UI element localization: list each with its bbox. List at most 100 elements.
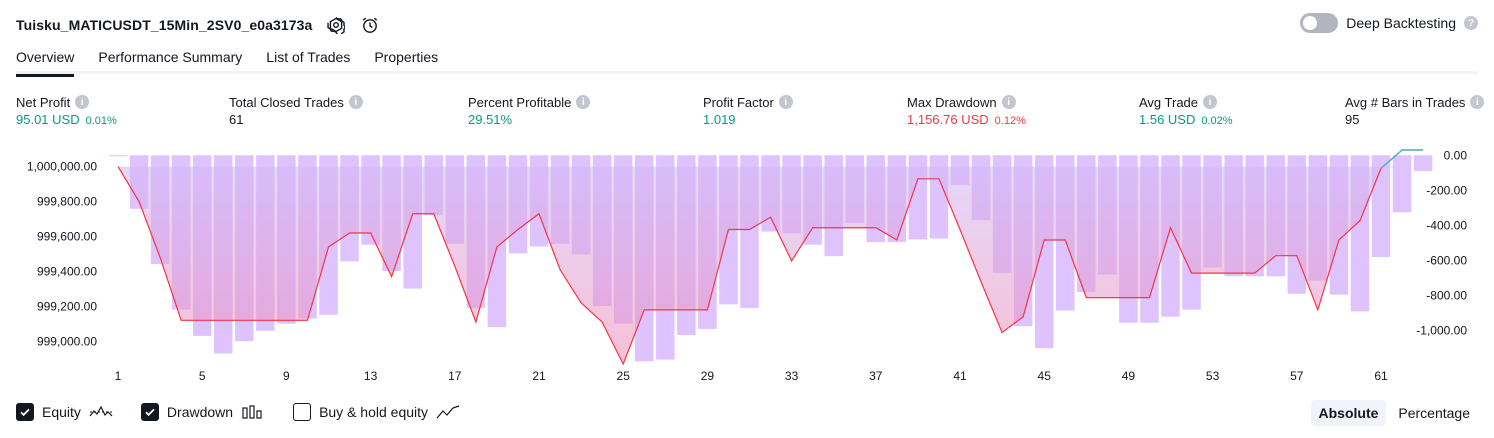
x-tick-label: 41	[953, 369, 967, 383]
drawdown-label: Drawdown	[166, 404, 234, 420]
drawdown-checkbox[interactable]	[140, 403, 159, 421]
y-left-tick-label: 1,000,000.00	[27, 160, 97, 174]
y-right-tick-label: -200.00	[1426, 183, 1467, 197]
metric-0: Net Profit i 95.01 USD 0.01%	[16, 93, 117, 130]
tab-properties[interactable]: Properties	[374, 49, 439, 65]
equity-drawdown-chart: 1,000,000.00 999,800.00 999,600.00 999,400.…	[27, 148, 1468, 383]
metric-value: 95	[1345, 112, 1484, 130]
info-icon[interactable]: i	[348, 95, 363, 109]
metric-6: Avg # Bars in Trades i 95	[1345, 93, 1485, 130]
info-icon[interactable]: i	[1470, 95, 1485, 109]
equity-profit-line	[1380, 149, 1424, 169]
y-right-tick-label: -600.00	[1426, 254, 1467, 268]
y-left-tick-label: 999,400.00	[37, 264, 97, 278]
info-icon[interactable]: i	[1203, 95, 1218, 109]
x-tick-label: 33	[785, 369, 799, 383]
x-tick-label: 29	[701, 369, 715, 383]
buy-hold-checkbox[interactable]	[293, 403, 312, 421]
metric-label-text: Net Profit	[16, 94, 71, 110]
drawdown-bar	[1413, 155, 1433, 172]
metric-value: 95.01 USD 0.01%	[16, 112, 117, 130]
metric-percent: 0.12%	[994, 115, 1026, 127]
metric-value: 1,156.76 USD 0.12%	[907, 112, 1026, 130]
y-left-tick-label: 999,200.00	[37, 299, 97, 313]
metric-value-text: 95.01 USD	[16, 112, 80, 127]
y-left-tick-label: 999,000.00	[37, 334, 97, 348]
deep-backtesting-toggle[interactable]	[1300, 13, 1339, 33]
y-right-tick-label: -800.00	[1426, 289, 1467, 303]
equity-area	[118, 166, 1424, 364]
x-tick-label: 53	[1206, 369, 1220, 383]
deep-backtesting-label: Deep Backtesting	[1346, 15, 1456, 31]
y-left-tick-label: 999,800.00	[37, 195, 97, 209]
metric-4: Max Drawdown i 1,156.76 USD 0.12%	[907, 93, 1026, 130]
metric-percent: 0.01%	[85, 115, 117, 127]
x-tick-label: 1	[115, 369, 122, 383]
x-tick-label: 57	[1290, 369, 1304, 383]
drawdown-bar	[108, 155, 128, 157]
metric-value-text: 29.51%	[468, 112, 513, 127]
info-icon[interactable]: i	[75, 95, 90, 109]
tab-performance-summary[interactable]: Performance Summary	[98, 49, 243, 65]
metric-value: 1.019	[703, 112, 793, 130]
metric-label-text: Percent Profitable	[468, 94, 572, 110]
buy-hold-label: Buy & hold equity	[319, 404, 429, 420]
metric-value: 61	[229, 112, 363, 130]
metric-label: Avg Trade i	[1139, 93, 1233, 111]
metric-label-text: Profit Factor	[703, 94, 774, 110]
metric-label: Percent Profitable i	[468, 93, 591, 111]
metric-label: Total Closed Trades i	[229, 93, 363, 111]
deep-backtesting-control: Deep Backtesting ?	[1300, 13, 1478, 33]
metric-value-text: 1.019	[703, 112, 736, 127]
x-tick-label: 37	[869, 369, 883, 383]
metric-3: Profit Factor i 1.019	[703, 93, 793, 130]
metric-percent: 0.02%	[1201, 115, 1233, 127]
metric-label-text: Total Closed Trades	[229, 94, 344, 110]
help-icon[interactable]: ?	[1464, 16, 1478, 30]
info-icon[interactable]: i	[1001, 95, 1016, 109]
x-tick-label: 9	[283, 369, 290, 383]
metric-5: Avg Trade i 1.56 USD 0.02%	[1139, 93, 1233, 130]
metric-label-text: Max Drawdown	[907, 94, 997, 110]
y-right-tick-label: -400.00	[1426, 218, 1467, 232]
equity-checkbox[interactable]	[16, 403, 34, 421]
y-right-tick-label: -1,000.00	[1416, 324, 1467, 338]
metric-label: Profit Factor i	[703, 93, 793, 111]
metric-1: Total Closed Trades i 61	[229, 93, 363, 130]
strategy-header: Tuisku_MATICUSDT_15Min_2SV0_e0a3173a	[16, 10, 380, 40]
settings-icon[interactable]	[326, 15, 346, 35]
x-tick-label: 61	[1374, 369, 1388, 383]
x-tick-label: 21	[532, 369, 546, 383]
metric-value-text: 1,156.76 USD	[907, 112, 989, 127]
metric-2: Percent Profitable i 29.51%	[468, 93, 591, 130]
alert-clock-icon[interactable]	[360, 15, 380, 35]
buy-hold-line-icon	[436, 403, 460, 421]
metric-value: 1.56 USD 0.02%	[1139, 112, 1233, 130]
chart-legend: Equity Drawdown Buy & hold equity	[16, 403, 488, 421]
metric-label: Avg # Bars in Trades i	[1345, 93, 1485, 111]
equity-label: Equity	[42, 404, 81, 420]
toggle-knob	[1303, 16, 1318, 30]
equity-line-icon	[89, 403, 113, 421]
tab-list-of-trades[interactable]: List of Trades	[266, 49, 351, 65]
metric-value-text: 61	[229, 112, 244, 127]
info-icon[interactable]: i	[778, 95, 793, 109]
equity-line	[117, 149, 1424, 366]
metric-value-text: 1.56 USD	[1139, 112, 1196, 127]
metric-label-text: Avg Trade	[1139, 94, 1199, 110]
absolute-button[interactable]: Absolute	[1310, 400, 1387, 426]
metric-label: Net Profit i	[16, 93, 117, 111]
metric-value: 29.51%	[468, 112, 590, 130]
legend-equity[interactable]: Equity	[16, 403, 113, 421]
percentage-button[interactable]: Percentage	[1398, 405, 1470, 421]
x-tick-label: 17	[448, 369, 462, 383]
info-icon[interactable]: i	[576, 95, 591, 109]
legend-drawdown[interactable]: Drawdown	[140, 403, 265, 421]
legend-buy-hold[interactable]: Buy & hold equity	[293, 403, 460, 421]
report-tabs: Overview Performance Summary List of Tra…	[16, 46, 1478, 77]
metric-label: Max Drawdown i	[907, 93, 1026, 111]
x-tick-label: 25	[617, 369, 631, 383]
drawdown-bars-icon	[241, 403, 265, 421]
tab-overview[interactable]: Overview	[16, 46, 75, 77]
y-right-tick-label: 0.00	[1444, 148, 1468, 162]
